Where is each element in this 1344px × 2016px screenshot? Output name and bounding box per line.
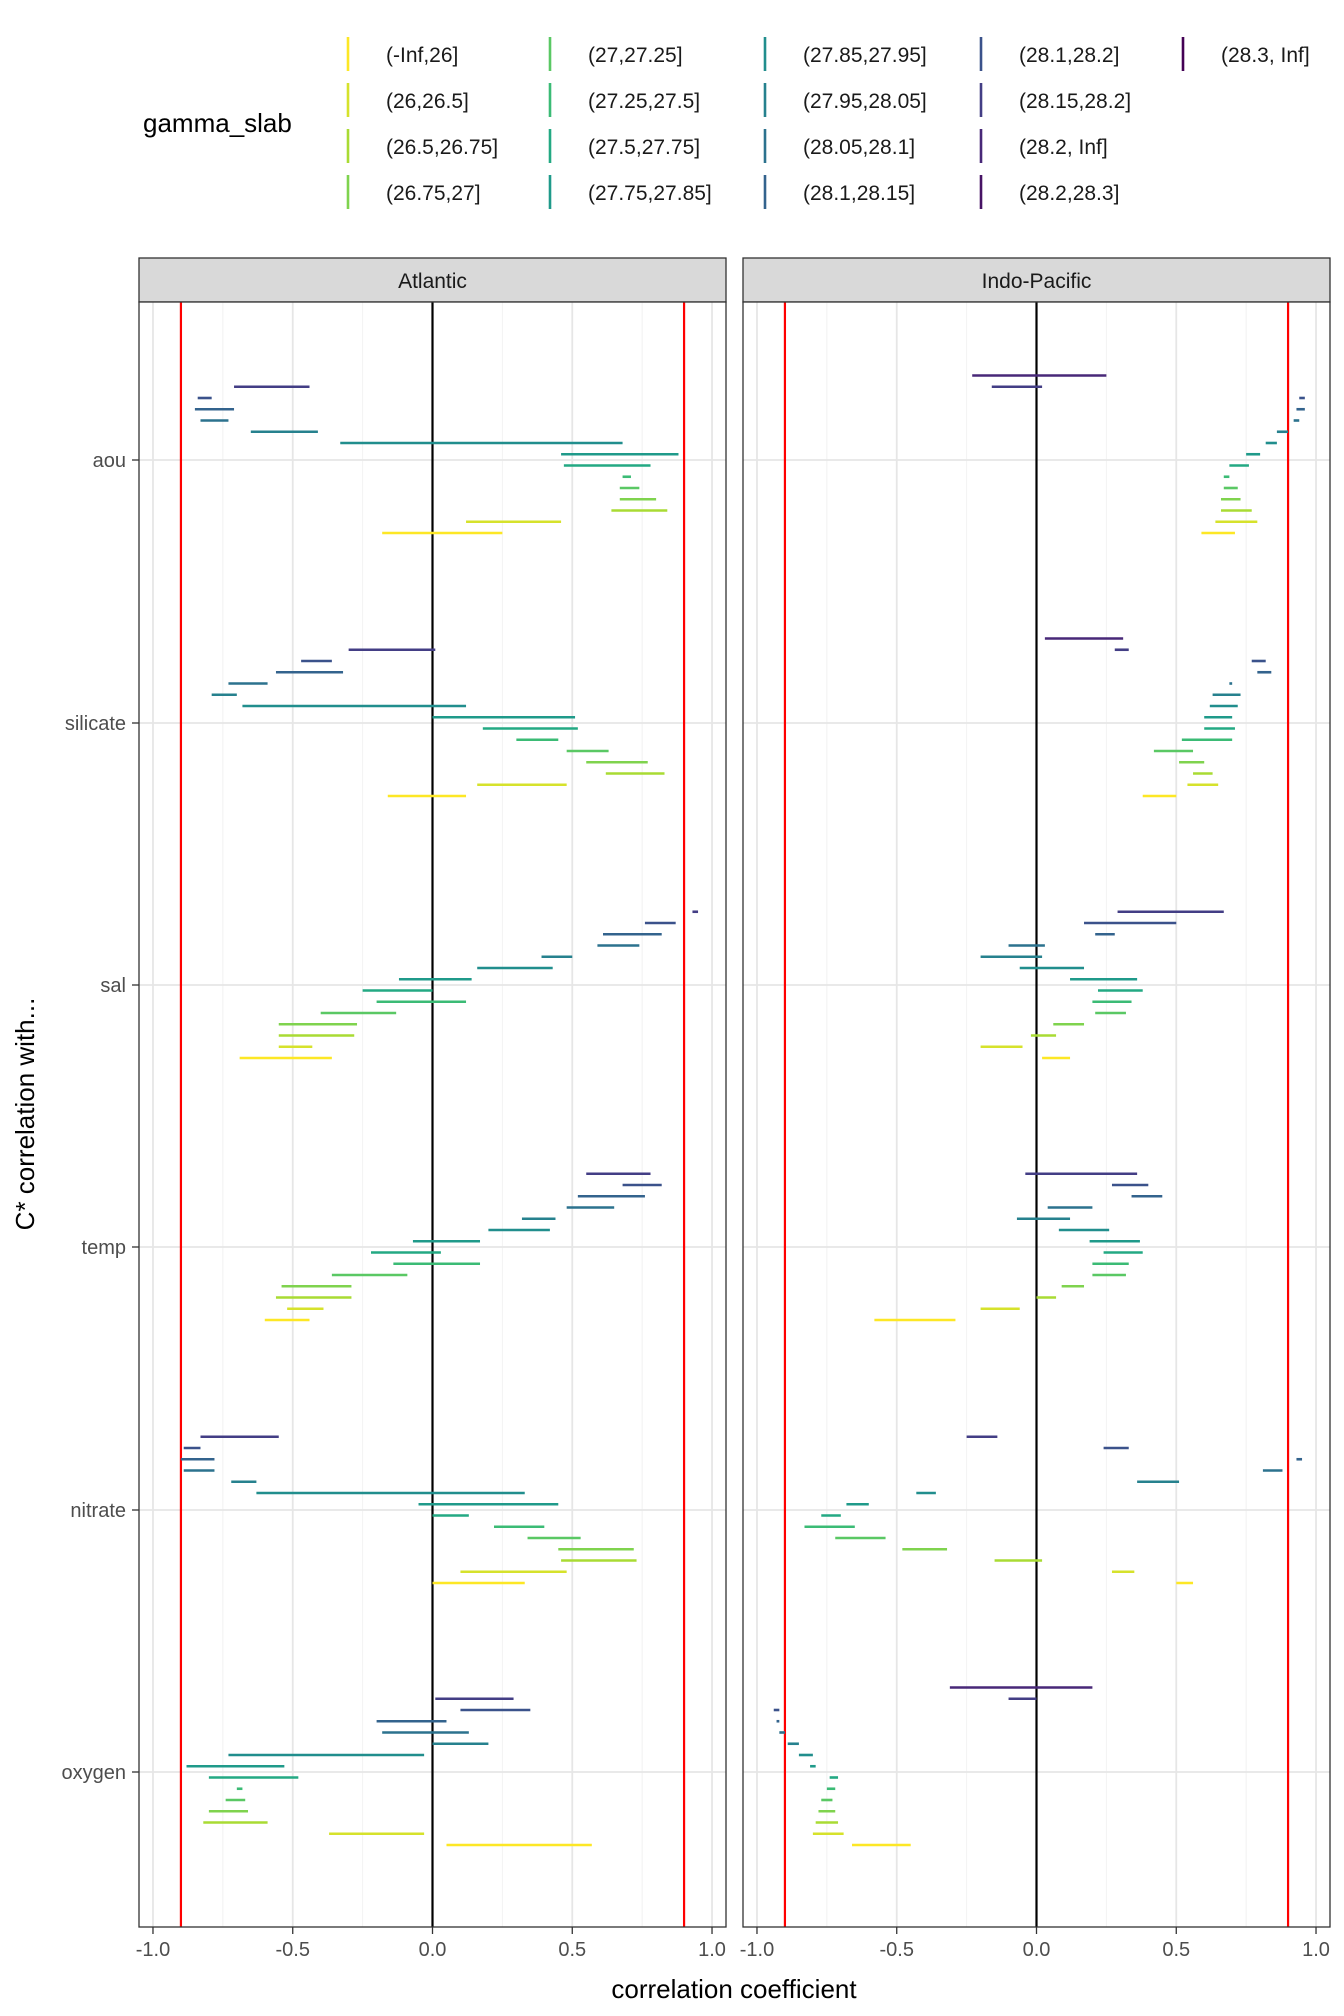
legend-label: (26,26.5]	[386, 90, 469, 113]
y-tick-label: temp	[82, 1237, 126, 1259]
legend-label: (26.75,27]	[386, 182, 481, 205]
y-tick-label: sal	[100, 975, 126, 997]
y-tick-label: nitrate	[70, 1500, 126, 1522]
legend-label: (27.25,27.5]	[588, 90, 700, 113]
legend: gamma_slab (-Inf,26] (26,26.5] (26.5,26.75…	[143, 37, 1310, 209]
x-tick-label: 0.0	[1023, 1939, 1051, 1961]
panel-atlantic: Atlantic	[138, 257, 727, 1928]
y-axis-title: C* correlation with...	[10, 998, 40, 1231]
legend-label: (27,27.25]	[588, 44, 683, 67]
x-tick-label: 0.5	[558, 1939, 586, 1961]
legend-label: (27.85,27.95]	[803, 44, 927, 67]
panel-strip	[742, 257, 1331, 303]
legend-label: (-Inf,26]	[386, 44, 458, 67]
x-tick-label: 0.0	[419, 1939, 447, 1961]
x-tick-label: -0.5	[880, 1939, 914, 1961]
x-tick-label: -0.5	[276, 1939, 310, 1961]
legend-label: (28.05,28.1]	[803, 136, 915, 159]
y-tick-label: oxygen	[62, 1762, 127, 1784]
panel-strip	[138, 257, 727, 303]
legend-label: (27.95,28.05]	[803, 90, 927, 113]
legend-label: (28.2,28.3]	[1019, 182, 1119, 205]
y-tick-label: silicate	[65, 713, 126, 735]
x-tick-label: 1.0	[1302, 1939, 1330, 1961]
panel-strip-label: Atlantic	[398, 270, 467, 293]
x-tick-label: -1.0	[136, 1939, 170, 1961]
legend-label: (28.2, Inf]	[1019, 136, 1108, 159]
legend-title: gamma_slab	[143, 108, 292, 138]
x-tick-label: -1.0	[740, 1939, 774, 1961]
legend-label: (28.1,28.2]	[1019, 44, 1119, 67]
panel-strip-label: Indo-Pacific	[982, 270, 1092, 293]
legend-label: (26.5,26.75]	[386, 136, 498, 159]
legend-label: (27.75,27.85]	[588, 182, 712, 205]
x-tick-label: 1.0	[698, 1939, 726, 1961]
legend-label: (28.15,28.2]	[1019, 90, 1131, 113]
legend-label: (27.5,27.75]	[588, 136, 700, 159]
x-tick-label: 0.5	[1162, 1939, 1190, 1961]
legend-label: (28.1,28.15]	[803, 182, 915, 205]
legend-label: (28.3, Inf]	[1221, 44, 1310, 67]
y-tick-label: aou	[93, 450, 126, 472]
x-axis-title: correlation coefficient	[611, 1974, 857, 2004]
panel-indo-pacific: Indo-Pacific	[742, 257, 1331, 1928]
